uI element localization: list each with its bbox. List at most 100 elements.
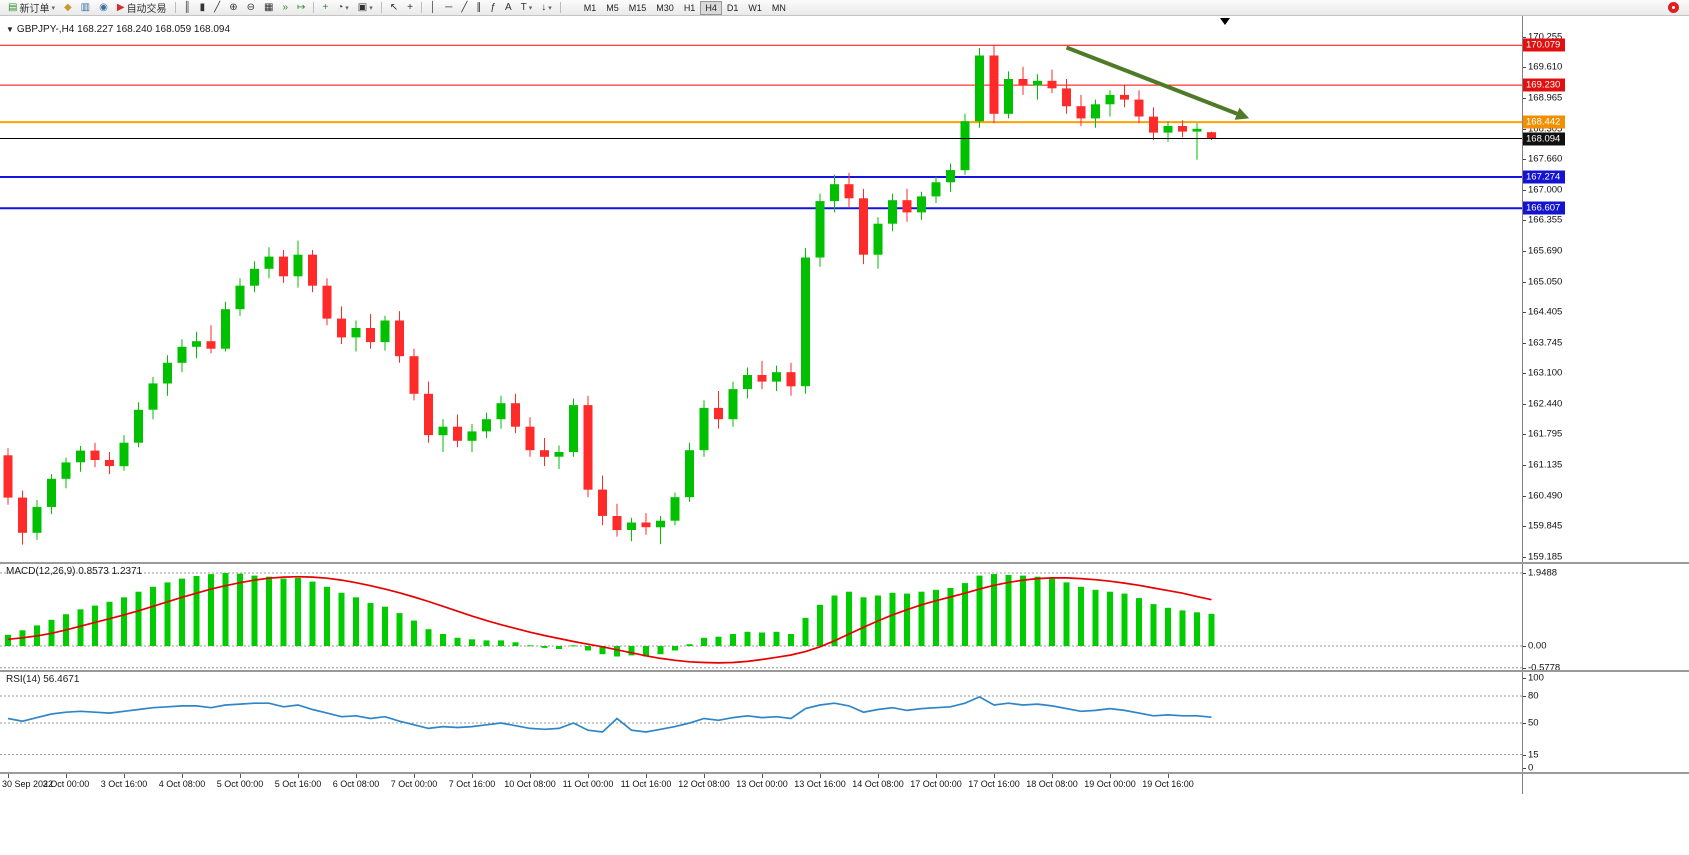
equidistant-channel-icon: ∥ — [476, 2, 482, 13]
timeframe-mn-button[interactable]: MN — [771, 2, 786, 13]
scale-tick-mark — [1523, 281, 1526, 283]
price-chart-panel[interactable]: ▼ GBPJPY-,H4 168.227 168.240 168.059 168.… — [0, 16, 1522, 562]
tile-windows-icon: ▦ — [263, 2, 274, 13]
autotrading-icon: ▶ — [116, 2, 125, 13]
record-indicator-icon[interactable] — [1668, 2, 1679, 13]
timeframe-m15-button[interactable]: M15 — [628, 2, 647, 13]
toolbar-periods-button[interactable]: ◔ ▾ — [333, 1, 353, 15]
price-tick-label: 165.690 — [1528, 245, 1563, 257]
line-chart-icon: ╱ — [214, 2, 221, 13]
alerts-icon: ◉ — [99, 2, 108, 13]
data-window-icon: ▥ — [80, 2, 91, 13]
new-order-label: 新订单 — [19, 4, 50, 15]
time-axis-label: 5 Oct 00:00 — [216, 779, 264, 789]
rsi-label: RSI(14) 56.4671 — [6, 674, 80, 685]
timeframe-m1-button[interactable]: M1 — [583, 2, 597, 13]
price-line-label: 168.442 — [1523, 115, 1565, 129]
scale-tick-mark — [1523, 557, 1526, 559]
toolbar-separator — [421, 2, 422, 13]
timeframe-m5-button[interactable]: M5 — [606, 2, 619, 13]
price-tick-label: 166.355 — [1528, 214, 1563, 226]
toolbar-templates-button[interactable]: ▣ ▾ — [354, 1, 377, 15]
time-tick-mark — [820, 774, 821, 778]
toolbar-separator — [313, 2, 315, 13]
toolbar-line-chart-button[interactable]: ╱ — [210, 1, 224, 15]
toolbar-arrows-button[interactable]: ↓ ▾ — [537, 1, 556, 15]
time-axis-label: 11 Oct 00:00 — [562, 779, 614, 789]
caret-down-icon: ▾ — [345, 4, 349, 12]
price-tick-label: 168.965 — [1528, 92, 1563, 103]
price-tick-label: 160.490 — [1528, 490, 1563, 502]
scale-tick-mark — [1523, 495, 1526, 497]
toolbar-candlestick-chart-button[interactable]: ▮ — [196, 1, 210, 15]
time-axis-label: 18 Oct 08:00 — [1026, 779, 1078, 789]
toolbar-data-window-button[interactable]: ▥ — [77, 1, 94, 15]
toolbar-cursor-button[interactable]: ↖ — [386, 1, 402, 15]
chart-shift-marker[interactable] — [1219, 18, 1230, 25]
rsi-scale-label: 15 — [1528, 749, 1539, 760]
toolbar-text-button[interactable]: A — [501, 1, 516, 15]
time-axis-label: 17 Oct 16:00 — [968, 779, 1020, 789]
toolbar-tile-windows-button[interactable]: ▦ — [260, 1, 277, 15]
vertical-line-icon: │ — [430, 2, 437, 13]
toolbar-auto-scroll-button[interactable]: » — [278, 1, 292, 15]
toolbar-vertical-line-button[interactable]: │ — [426, 1, 440, 15]
time-axis-label: 14 Oct 08:00 — [852, 779, 904, 789]
time-tick-mark — [356, 774, 357, 778]
text-icon: A — [504, 2, 512, 13]
candles — [3, 45, 1216, 545]
toolbar-fibonacci-button[interactable]: ƒ — [486, 1, 500, 15]
toolbar-zoom-in-button[interactable]: ⊕ — [225, 1, 241, 15]
scale-tick-mark — [1523, 97, 1526, 99]
toolbar-bar-chart-button[interactable]: ║ — [180, 1, 195, 15]
toolbar-horizontal-line-button[interactable]: ─ — [441, 1, 456, 15]
trend-arrow[interactable] — [1065, 45, 1250, 120]
toolbar-autotrading-button[interactable]: ▶ 自动交易 — [113, 1, 171, 15]
toolbar-chart-shift-button[interactable]: ↦ — [293, 1, 309, 15]
toolbar-depth-of-market-button[interactable]: ◆ — [60, 1, 76, 15]
panel-divider[interactable] — [0, 670, 1689, 672]
time-tick-mark — [1052, 774, 1053, 778]
toolbar-crosshair-button[interactable]: + — [403, 1, 417, 15]
rsi-indicator-panel[interactable]: RSI(14) 56.4671 — [0, 672, 1522, 772]
panel-divider[interactable] — [0, 562, 1689, 564]
toolbar-indicators-button[interactable]: + — [318, 1, 332, 15]
toolbar-trendline-button[interactable]: ╱ — [457, 1, 471, 15]
timeframe-d1-button[interactable]: D1 — [726, 2, 739, 13]
collapse-triangle-icon[interactable]: ▼ — [6, 25, 14, 34]
scale-tick-mark — [1523, 526, 1526, 528]
timeframe-h4-button[interactable]: H4 — [700, 0, 722, 15]
caret-down-icon: ▾ — [51, 4, 55, 12]
main-toolbar: ▤ 新订单 ▾ ◆ ▥ ◉ ▶ 自动交易 ║ ▮ ╱ ⊕ ⊖ ▦» ↦ + ◔ ▾ ▣ ▾ ↖ + │ ─ ╱ ∥ ƒ A T ▾ ↓ ▾ M1… — [0, 0, 1689, 16]
time-tick-mark — [66, 774, 67, 778]
macd-scale-label: 0.00 — [1528, 640, 1547, 652]
horizontal-line-icon: ─ — [445, 2, 453, 13]
time-axis[interactable]: 30 Sep 2022 3 Oct 00:00 3 Oct 16:00 4 Oct 0… — [0, 774, 1689, 794]
panel-divider[interactable] — [0, 772, 1689, 774]
toolbar-new-order-button[interactable]: ▤ 新订单 ▾ — [4, 1, 59, 15]
toolbar-alerts-button[interactable]: ◉ — [95, 1, 112, 15]
time-tick-mark — [936, 774, 937, 778]
time-tick-mark — [414, 774, 415, 778]
scale-tick-mark — [1523, 67, 1526, 69]
macd-indicator-panel[interactable]: MACD(12,26,9) 0.8573 1.2371 — [0, 564, 1522, 670]
time-tick-mark — [472, 774, 473, 778]
price-scale[interactable]: 170.255169.610168.965168.305167.660167.0… — [1523, 16, 1689, 794]
arrows-icon: ↓ — [541, 2, 547, 13]
toolbar-text-label-button[interactable]: T ▾ — [517, 1, 537, 15]
toolbar-zoom-out-button[interactable]: ⊖ — [243, 1, 259, 15]
indicators-icon: + — [322, 2, 329, 13]
scale-tick-mark — [1523, 754, 1526, 756]
price-chart-canvas[interactable] — [0, 16, 1522, 562]
time-tick-mark — [124, 774, 125, 778]
scale-tick-mark — [1523, 311, 1526, 313]
scale-tick-mark — [1523, 646, 1526, 647]
timeframe-h1-button[interactable]: H1 — [683, 2, 696, 13]
timeframe-m30-button[interactable]: M30 — [656, 2, 674, 13]
timeframe-w1-button[interactable]: W1 — [748, 2, 762, 13]
toolbar-equidistant-channel-button[interactable]: ∥ — [472, 1, 485, 15]
time-axis-label: 12 Oct 08:00 — [678, 779, 730, 789]
cursor-icon: ↖ — [389, 2, 399, 13]
time-tick-mark — [994, 774, 995, 778]
